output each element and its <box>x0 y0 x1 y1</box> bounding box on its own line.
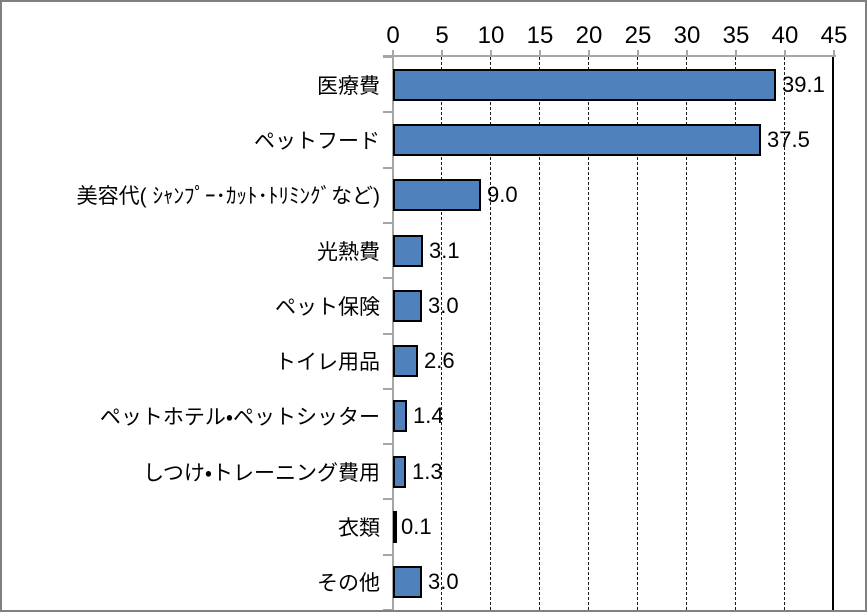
category-axis <box>392 50 394 610</box>
vertical-gridline <box>539 57 540 610</box>
category-axis-tick-mark <box>383 111 392 114</box>
category-label: 衣類 <box>338 517 380 541</box>
category-axis-tick-mark <box>383 553 392 556</box>
bar <box>393 566 422 599</box>
x-axis-tick-mark <box>686 50 688 57</box>
category-axis-tick-mark <box>383 277 392 280</box>
bar <box>393 179 481 212</box>
category-axis-tick-mark <box>383 332 392 335</box>
category-axis-tick-mark <box>383 387 392 390</box>
x-axis-tick-mark <box>735 50 737 57</box>
bar-value-label: 1.4 <box>413 403 444 429</box>
vertical-gridline <box>784 57 785 610</box>
category-label: ペットフード <box>254 129 380 153</box>
x-axis-tick-label: 45 <box>820 22 848 49</box>
bar-value-label: 3.1 <box>429 237 460 263</box>
bar-value-label: 1.3 <box>412 458 443 484</box>
category-label: トイレ用品 <box>275 351 380 375</box>
x-axis-tick-mark <box>588 50 590 57</box>
bar-value-label: 39.1 <box>782 71 825 97</box>
bar-value-label: 0.1 <box>401 514 432 540</box>
category-label: その他 <box>317 572 380 596</box>
category-axis-tick-mark <box>383 498 392 501</box>
category-axis-tick-mark <box>383 443 392 446</box>
x-axis-tick-label: 15 <box>526 22 554 49</box>
x-axis-tick-mark <box>784 50 786 57</box>
bar <box>393 511 397 544</box>
bar <box>393 123 761 156</box>
x-axis-tick-mark <box>539 50 541 57</box>
bar-value-label: 3.0 <box>428 569 459 595</box>
x-axis-tick-mark <box>833 50 835 57</box>
x-axis-tick-label: 20 <box>575 22 603 49</box>
bar <box>393 345 418 378</box>
vertical-gridline <box>735 57 736 610</box>
category-axis-tick-mark <box>383 221 392 224</box>
category-axis-tick-mark <box>383 609 392 610</box>
bar <box>393 289 422 322</box>
x-axis-tick-label: 30 <box>673 22 701 49</box>
vertical-gridline <box>686 57 687 610</box>
x-axis-tick-label: 10 <box>477 22 505 49</box>
bar-value-label: 37.5 <box>767 126 810 152</box>
x-axis-tick-label: 40 <box>771 22 799 49</box>
bar <box>393 68 776 101</box>
bar <box>393 400 407 433</box>
x-axis-tick-mark <box>392 50 394 57</box>
x-axis-tick-label: 25 <box>624 22 652 49</box>
x-axis-tick-label: 0 <box>386 22 400 49</box>
vertical-gridline <box>490 57 491 610</box>
x-axis-tick-mark <box>441 50 443 57</box>
vertical-gridline <box>637 57 638 610</box>
bar-value-label: 3.0 <box>428 292 459 318</box>
bar-value-label: 2.6 <box>424 348 455 374</box>
category-axis-tick-mark <box>383 56 392 58</box>
plot-right-border <box>832 57 834 610</box>
category-label: ペット保険 <box>275 295 380 319</box>
x-axis-tick-label: 35 <box>722 22 750 49</box>
category-label: ペットホテル・ペットシッター <box>99 406 380 430</box>
category-label: 医療費 <box>317 74 380 98</box>
x-axis-tick-mark <box>490 50 492 57</box>
vertical-gridline <box>441 57 442 610</box>
bar <box>393 234 423 267</box>
category-label: 光熱費 <box>317 240 380 264</box>
bar-value-label: 9.0 <box>487 182 518 208</box>
value-axis <box>383 55 836 57</box>
category-label: しつけ・トレーニング費用 <box>143 461 380 485</box>
bar <box>393 455 406 488</box>
category-label: 美容代( ｼｬﾝﾌﾟｰ･ｶｯﾄ･ﾄﾘﾐﾝｸﾞなど) <box>76 185 380 209</box>
x-axis-tick-mark <box>637 50 639 57</box>
category-axis-tick-mark <box>383 166 392 169</box>
x-axis-tick-label: 5 <box>435 22 449 49</box>
vertical-gridline <box>588 57 589 610</box>
